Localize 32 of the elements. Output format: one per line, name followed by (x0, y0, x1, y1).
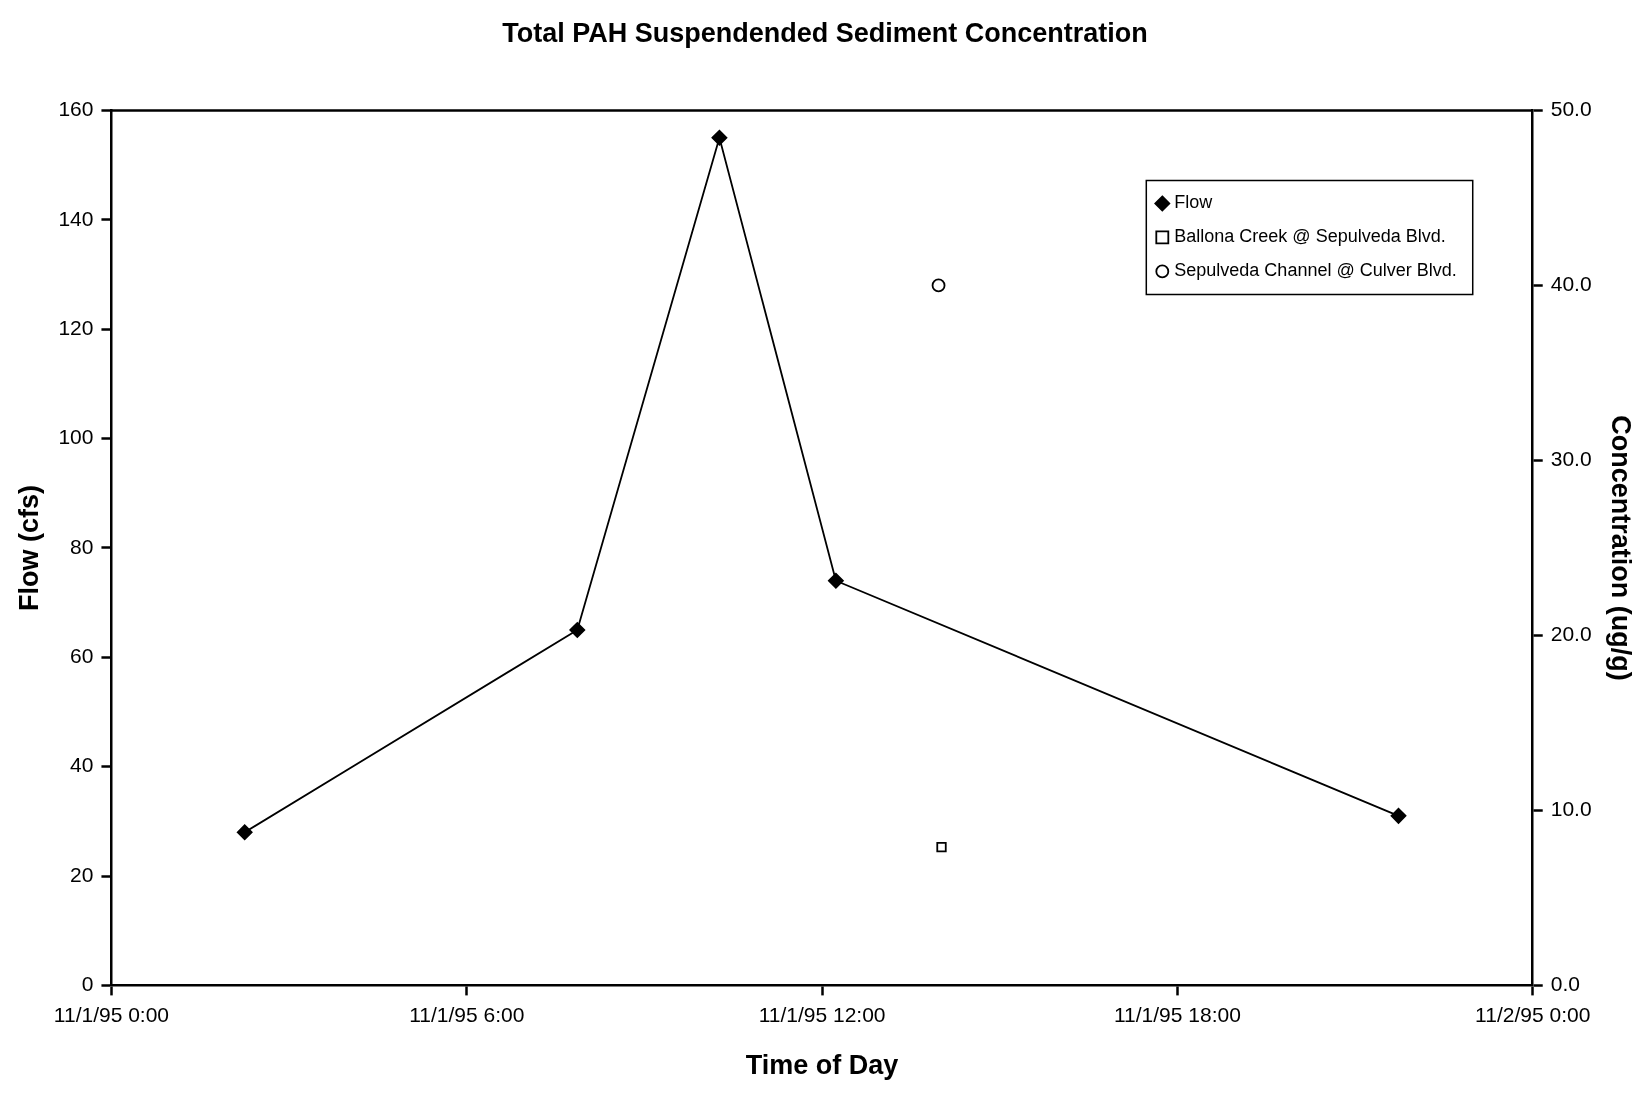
legend-label: Sepulveda Channel @ Culver Blvd. (1174, 260, 1457, 281)
y-axis-title: Flow (cfs) (13, 484, 44, 611)
y-tick-label: 40 (70, 753, 94, 777)
x-tick-label: 11/1/95 0:00 (53, 1002, 170, 1026)
y2-tick-label: 30.0 (1550, 447, 1592, 471)
y-tick-label: 100 (58, 425, 94, 449)
y2-tick-label: 0.0 (1550, 972, 1580, 996)
point (236, 824, 253, 841)
point (828, 572, 844, 589)
y-tick-label: 160 (58, 97, 94, 121)
legend-label: Ballona Creek @ Sepulveda Blvd. (1174, 226, 1446, 247)
x-tick-label: 11/1/95 12:00 (758, 1002, 886, 1026)
y2-tick-label: 40.0 (1550, 272, 1592, 296)
point (569, 622, 586, 638)
x-axis-title: Time of Day (745, 1050, 899, 1081)
y-tick-label: 80 (70, 534, 94, 558)
x-tick-label: 11/1/95 18:00 (1113, 1002, 1241, 1026)
y2-tick-label: 20.0 (1550, 622, 1592, 646)
y-tick-label: 140 (58, 206, 94, 230)
point (711, 129, 728, 146)
y-tick-label: 120 (58, 315, 94, 339)
x-tick-label: 11/1/95 6:00 (409, 1002, 525, 1026)
y-tick-label: 60 (70, 644, 94, 668)
y2-axis-title: Concentration (ug/g) (1606, 415, 1637, 681)
y-tick-label: 20 (70, 862, 94, 886)
chart-title: Total PAH Suspendended Sediment Concentration (502, 17, 1148, 48)
x-tick-label: 11/2/95 0:00 (1475, 1002, 1591, 1026)
legend-label: Flow (1174, 192, 1214, 213)
y2-tick-label: 50.0 (1550, 97, 1592, 121)
y2-tick-label: 10.0 (1550, 797, 1592, 821)
point (1390, 807, 1407, 824)
y-tick-label: 0 (81, 972, 94, 996)
